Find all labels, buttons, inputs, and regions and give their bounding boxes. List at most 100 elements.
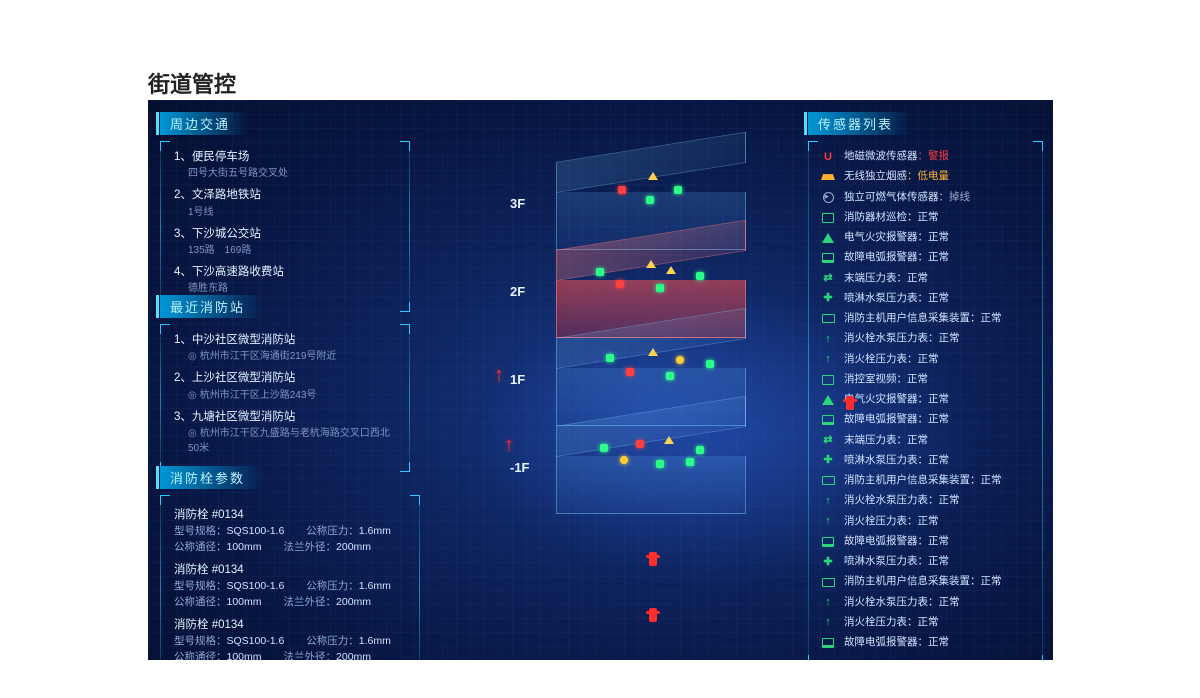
sensor-status: ：正常	[907, 211, 939, 223]
sensor-row[interactable]: ↑消火栓压力表：正常	[820, 615, 1035, 631]
floor-sensor-marker[interactable]	[648, 172, 658, 180]
traffic-item-idx: 4、	[174, 266, 192, 278]
panel-hydrant-title: 消防栓参数	[160, 466, 263, 489]
floor-sensor-marker[interactable]	[674, 186, 682, 194]
pump-icon: ✚	[820, 292, 836, 306]
floor-sensor-marker[interactable]	[636, 440, 644, 448]
building-floor[interactable]: -1F	[556, 426, 746, 524]
floor-sensor-marker[interactable]	[664, 436, 674, 444]
fire-station-addr: 杭州市江干区上沙路243号	[200, 390, 317, 401]
traffic-item[interactable]: 1、便民停车场四号大街五号路交叉处	[174, 149, 400, 181]
traffic-item[interactable]: 3、下沙城公交站135路 169路	[174, 226, 400, 258]
sensor-row[interactable]: 消防主机用户信息采集装置：正常	[820, 311, 1035, 327]
box-icon	[820, 211, 836, 225]
floor-sensor-marker[interactable]	[696, 272, 704, 280]
panel-sensors: 传感器列表 U地磁微波传感器：警报无线独立烟感：低电量独立可燃气体传感器：掉线消…	[808, 112, 1043, 660]
sensor-row[interactable]: 独立可燃气体传感器：掉线	[820, 190, 1035, 206]
sensor-row[interactable]: ↑消火栓压力表：正常	[820, 352, 1035, 368]
location-pin-icon: ◎	[188, 390, 197, 401]
sensor-row[interactable]: ✚喷淋水泵压力表：正常	[820, 453, 1035, 469]
sensor-row[interactable]: U地磁微波传感器：警报	[820, 149, 1035, 165]
floor-label: 2F	[510, 284, 525, 299]
hydrant-item[interactable]: 消防栓 #0134 型号规格：SQS100-1.6 公称压力：1.6mm 公称通…	[174, 507, 410, 556]
sensor-row[interactable]: 消防主机用户信息采集装置：正常	[820, 473, 1035, 489]
floor-sensor-marker[interactable]	[706, 360, 714, 368]
magnet-icon: U	[820, 150, 836, 164]
sensor-row[interactable]: 无线独立烟感：低电量	[820, 169, 1035, 185]
sensor-status: ：正常	[918, 251, 950, 263]
sensor-row[interactable]: 故障电弧报警器：正常	[820, 635, 1035, 651]
sensor-row[interactable]: 故障电弧报警器：正常	[820, 534, 1035, 550]
hydrant-icon[interactable]	[646, 552, 660, 558]
triangle-icon	[820, 393, 836, 407]
floor-sensor-marker[interactable]	[656, 284, 664, 292]
floor-sensor-marker[interactable]	[606, 354, 614, 362]
floor-sensor-marker[interactable]	[666, 266, 676, 274]
floor-sensor-marker[interactable]	[616, 280, 624, 288]
sensor-row[interactable]: ✚喷淋水泵压力表：正常	[820, 554, 1035, 570]
panel-sensors-title: 传感器列表	[808, 112, 911, 135]
floor-sensor-marker[interactable]	[596, 268, 604, 276]
sensor-status: ：正常	[970, 575, 1002, 587]
sensor-name: 故障电弧报警器	[844, 413, 918, 425]
sensor-name: 故障电弧报警器	[844, 535, 918, 547]
sensor-row[interactable]: 故障电弧报警器：正常	[820, 250, 1035, 266]
sensor-name: 消防主机用户信息采集装置	[844, 312, 970, 324]
floor-label: 3F	[510, 196, 525, 211]
sensor-row[interactable]: 消防器材巡检：正常	[820, 210, 1035, 226]
sensor-row[interactable]: ↑消火栓水泵压力表：正常	[820, 493, 1035, 509]
floor-sensor-marker[interactable]	[646, 260, 656, 268]
sensor-name: 消火栓水泵压力表	[844, 596, 928, 608]
fire-station-item[interactable]: 1、中沙社区微型消防站◎杭州市江干区海通街219号附近	[174, 332, 400, 364]
traffic-item[interactable]: 4、下沙高速路收费站德胜东路	[174, 264, 400, 296]
panel-fire-title: 最近消防站	[160, 295, 263, 318]
sensor-row[interactable]: ↑消火栓压力表：正常	[820, 514, 1035, 530]
sensor-row[interactable]: ⇄末端压力表：正常	[820, 433, 1035, 449]
sensor-row[interactable]: 消控室视频：正常	[820, 372, 1035, 388]
floor-sensor-marker[interactable]	[600, 444, 608, 452]
sensor-name: 独立可燃气体传感器	[844, 191, 939, 203]
sensor-status: ：正常	[918, 413, 950, 425]
sensor-status: ：正常	[918, 535, 950, 547]
traffic-item-sub: 四号大街五号路交叉处	[188, 166, 400, 181]
sensor-status: ：正常	[918, 231, 950, 243]
sensor-status: ：正常	[907, 515, 939, 527]
traffic-item-sub: 1号线	[188, 205, 400, 220]
building-3d[interactable]: 3F2F1F-1F	[556, 162, 746, 592]
hydrant-name: 消防栓 #0134	[174, 562, 410, 579]
smoke-icon	[820, 170, 836, 184]
sensor-status: ：正常	[897, 434, 929, 446]
hydrant-item[interactable]: 消防栓 #0134 型号规格：SQS100-1.6 公称压力：1.6mm 公称通…	[174, 562, 410, 611]
hydrant-icon[interactable]	[646, 608, 660, 614]
sensor-row[interactable]: ↑消火栓水泵压力表：正常	[820, 331, 1035, 347]
ground-arrow-icon: ↑	[494, 364, 504, 387]
sensor-row[interactable]: ⇄末端压力表：正常	[820, 271, 1035, 287]
floor-sensor-marker[interactable]	[648, 348, 658, 356]
sensor-row[interactable]: 电气火灾报警器：正常	[820, 230, 1035, 246]
sensor-row[interactable]: 故障电弧报警器：正常	[820, 412, 1035, 428]
floor-sensor-marker[interactable]	[626, 368, 634, 376]
hydrant-icon[interactable]	[843, 396, 857, 402]
sensor-name: 消火栓压力表	[844, 353, 907, 365]
floor-sensor-marker[interactable]	[656, 460, 664, 468]
floor-sensor-marker[interactable]	[666, 372, 674, 380]
floor-sensor-marker[interactable]	[618, 186, 626, 194]
sensor-row[interactable]: 消防主机用户信息采集装置：正常	[820, 574, 1035, 590]
floor-sensor-marker[interactable]	[620, 456, 628, 464]
floor-sensor-marker[interactable]	[646, 196, 654, 204]
hydrant-item[interactable]: 消防栓 #0134 型号规格：SQS100-1.6 公称压力：1.6mm 公称通…	[174, 617, 410, 661]
hydrant-name: 消防栓 #0134	[174, 507, 410, 524]
traffic-item[interactable]: 2、文泽路地铁站1号线	[174, 187, 400, 219]
sensor-row[interactable]: ✚喷淋水泵压力表：正常	[820, 291, 1035, 307]
fire-station-item[interactable]: 2、上沙社区微型消防站◎杭州市江干区上沙路243号	[174, 370, 400, 402]
panel-traffic: 周边交通 1、便民停车场四号大街五号路交叉处2、文泽路地铁站1号线3、下沙城公交…	[160, 112, 410, 312]
sensor-status: ：警报	[918, 150, 950, 162]
floor-sensor-marker[interactable]	[696, 446, 704, 454]
box-icon	[820, 373, 836, 387]
arrows-icon: ⇄	[820, 271, 836, 285]
floor-sensor-marker[interactable]	[676, 356, 684, 364]
fire-station-item[interactable]: 3、九塘社区微型消防站◎杭州市江干区九盛路与老杭海路交叉口西北50米	[174, 409, 400, 456]
up-arrow-icon: ↑	[820, 494, 836, 508]
floor-sensor-marker[interactable]	[686, 458, 694, 466]
sensor-row[interactable]: ↑消火栓水泵压力表：正常	[820, 595, 1035, 611]
